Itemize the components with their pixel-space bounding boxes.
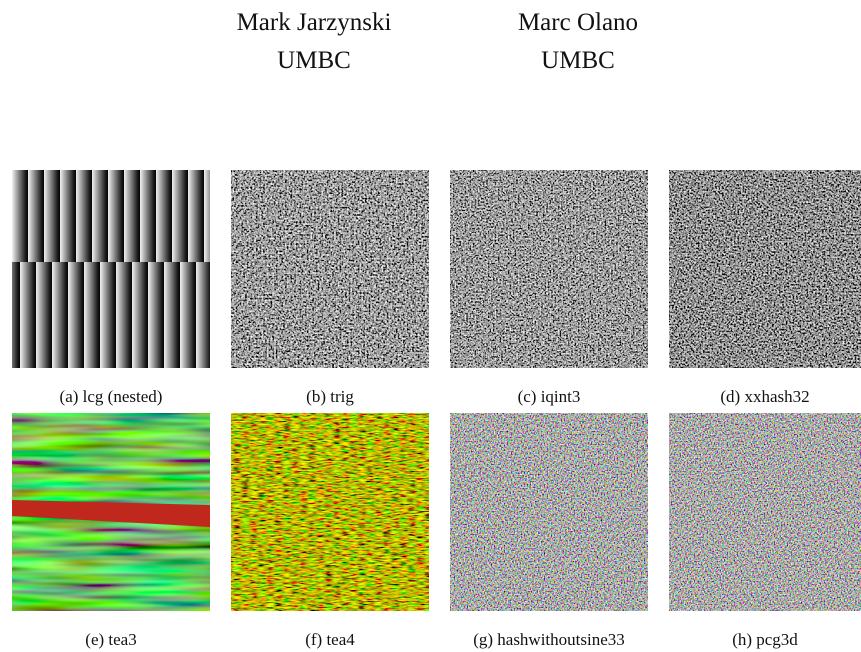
author-affiliation: UMBC [541,47,615,74]
image-pcg3d [669,413,861,611]
author-name: Mark Jarzynski [237,9,392,36]
page: Mark Jarzynski UMBC Marc Olano UMBC (a) … [0,0,861,652]
author-name: Marc Olano [518,9,638,36]
caption: (a) lcg (nested) [60,387,163,406]
image-xxhash32 [669,170,861,368]
image-tea4 [231,413,429,611]
caption: (h) pcg3d [732,630,798,649]
caption: (b) trig [306,387,354,406]
caption: (c) iqint3 [518,387,581,406]
image-tea3 [12,413,210,611]
caption: (f) tea4 [305,630,355,649]
author-affiliation: UMBC [277,47,351,74]
image-trig [231,170,429,368]
image-iqint3 [450,170,648,368]
caption: (d) xxhash32 [720,387,809,406]
figure-page: Mark Jarzynski UMBC Marc Olano UMBC (a) … [0,0,861,652]
caption: (g) hashwithoutsine33 [473,630,625,649]
image-lcg [12,170,210,368]
caption: (e) tea3 [85,630,136,649]
image-hashwithoutsine33 [450,413,648,611]
